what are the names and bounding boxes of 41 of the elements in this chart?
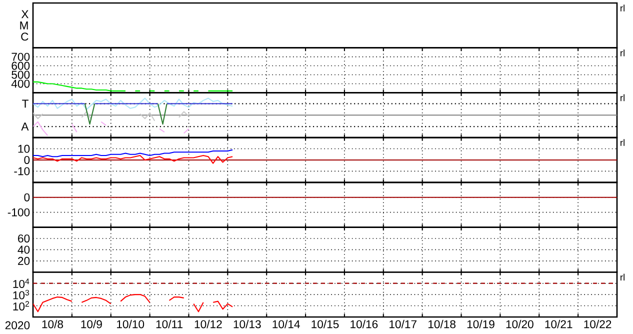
text: X	[21, 10, 28, 18]
y-tick-label: 400	[11, 80, 30, 88]
y-tick-label: 10$^{3}$	[13, 290, 30, 300]
x-tick-label: 10/20	[506, 320, 534, 328]
y-tick-label: 600	[12, 62, 30, 70]
x-tick-label: 10/18	[428, 320, 456, 328]
y-tick-label: 60	[18, 234, 30, 242]
x-tick-label: 10/15	[312, 320, 339, 328]
x-tick-label: 10/9	[81, 320, 102, 328]
y-tick-label: 10$^{2}$	[13, 301, 30, 310]
text: M	[20, 22, 28, 30]
y-tick-label: 700	[12, 52, 30, 61]
text: rl	[620, 94, 624, 102]
x-tick-label: 10/13	[234, 320, 261, 328]
x-tick-label: 10/14	[272, 320, 300, 328]
text: rl	[620, 139, 624, 146]
y-tick-label: 500	[12, 70, 30, 79]
x-tick-label: 10/17	[390, 320, 416, 328]
x-axis-title: 2020	[5, 321, 30, 330]
y-tick-label: 10	[18, 144, 30, 153]
x-tick-label: 10/11	[156, 320, 182, 328]
y-tick-label: 40	[18, 246, 30, 254]
x-tick-label: 10/10	[117, 320, 144, 328]
y-tick-label: 20	[18, 256, 30, 265]
ref-line-label: T	[22, 100, 28, 108]
text: rl	[620, 4, 624, 12]
x-tick-label: 10/16	[350, 320, 378, 328]
x-tick-label: 10/12	[194, 320, 222, 328]
text: rl	[620, 274, 624, 280]
ref-line-label: A	[21, 122, 29, 130]
text: C	[21, 32, 28, 41]
y-tick-label: 10$^{4}$	[13, 278, 30, 288]
x-tick-label: 10/21	[545, 320, 572, 328]
x-tick-label: 10/8	[42, 320, 64, 328]
y-tick-label: 0	[24, 156, 30, 164]
text: rl	[620, 49, 624, 56]
x-tick-label: 10/19	[467, 320, 494, 328]
y-tick-label: 0	[24, 193, 30, 202]
y-tick-label: -10	[14, 167, 30, 176]
x-tick-label: 10/22	[584, 320, 612, 328]
y-tick-label: -100	[8, 208, 30, 216]
